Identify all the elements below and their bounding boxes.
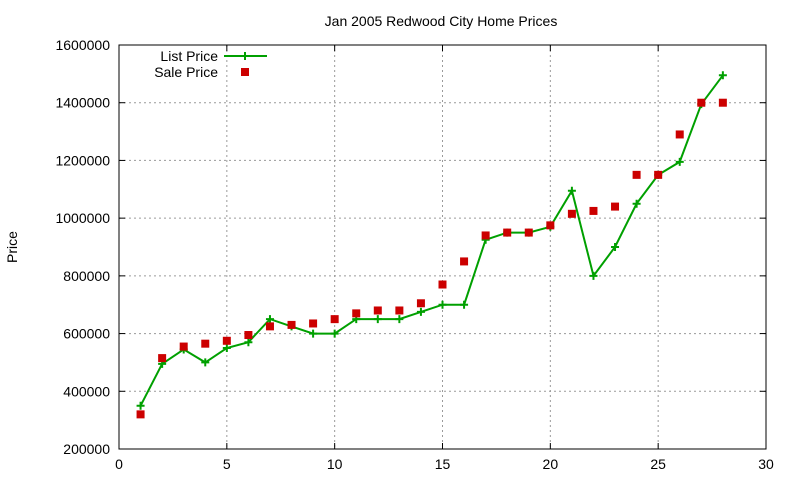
- data-point: [718, 98, 727, 107]
- data-point: [632, 199, 641, 208]
- x-tick-label: 25: [650, 456, 666, 472]
- data-point: [416, 299, 425, 308]
- data-point: [158, 354, 167, 363]
- x-tick-label: 10: [327, 456, 343, 472]
- x-tick-label: 20: [543, 456, 559, 472]
- data-point: [222, 344, 231, 352]
- y-tick-label: 400000: [63, 383, 110, 399]
- data-point: [481, 231, 490, 240]
- y-tick-label: 1600000: [55, 37, 110, 53]
- data-point: [675, 157, 684, 166]
- data-point: [373, 306, 382, 315]
- data-point: [611, 243, 620, 251]
- x-tick-label: 15: [435, 456, 451, 472]
- legend-label: Sale Price: [154, 64, 218, 80]
- data-point: [438, 300, 447, 309]
- y-axis-label: Price: [4, 231, 20, 263]
- data-point: [718, 71, 727, 80]
- series-line: [139, 74, 724, 407]
- y-tick-label: 600000: [63, 326, 110, 342]
- data-point: [416, 307, 425, 316]
- data-point: [244, 331, 253, 340]
- data-point: [546, 221, 555, 230]
- data-point: [136, 401, 145, 410]
- data-point: [136, 410, 145, 419]
- data-point: [503, 228, 512, 237]
- axis-ticks: 0 5 10 15 20 25 30 200000 400000 600000 800000 1000…: [55, 37, 774, 472]
- series-sale-price: [136, 98, 727, 419]
- series: [136, 71, 727, 419]
- legend-marker: [241, 52, 249, 60]
- data-point: [567, 186, 576, 195]
- data-point: [611, 202, 620, 211]
- chart-title: Jan 2005 Redwood City Home Prices: [325, 13, 558, 29]
- data-point: [201, 358, 210, 367]
- data-point: [179, 342, 188, 351]
- legend-marker: [241, 68, 249, 76]
- data-point: [697, 98, 706, 107]
- y-tick-label: 1200000: [55, 152, 110, 168]
- series-list-price: [136, 71, 727, 410]
- y-tick-label: 1000000: [55, 210, 110, 226]
- data-point: [309, 329, 318, 338]
- data-point: [244, 338, 253, 347]
- data-point: [654, 170, 663, 179]
- legend-item: Sale Price: [154, 64, 249, 80]
- data-point: [460, 300, 469, 309]
- x-tick-label: 0: [115, 456, 123, 472]
- data-point: [524, 228, 533, 237]
- data-point: [201, 339, 210, 348]
- data-point: [222, 336, 231, 345]
- data-point: [395, 315, 404, 324]
- data-point: [287, 320, 296, 329]
- data-point: [675, 130, 684, 139]
- y-tick-label: 800000: [63, 268, 110, 284]
- data-point: [352, 309, 361, 318]
- data-point: [373, 315, 382, 324]
- grid: [119, 45, 766, 449]
- data-point: [589, 271, 598, 280]
- data-point: [395, 306, 404, 315]
- data-point: [330, 329, 339, 338]
- legend-label: List Price: [160, 48, 218, 64]
- data-point: [589, 206, 598, 215]
- data-point: [330, 315, 339, 324]
- y-tick-label: 200000: [63, 441, 110, 457]
- y-tick-label: 1400000: [55, 95, 110, 111]
- data-point: [438, 280, 447, 289]
- data-point: [567, 209, 576, 218]
- legend-item: List Price: [160, 48, 267, 64]
- x-tick-label: 30: [758, 456, 774, 472]
- data-point: [265, 322, 274, 331]
- data-point: [265, 315, 274, 324]
- data-point: [309, 319, 318, 328]
- data-point: [632, 170, 641, 179]
- x-tick-label: 5: [223, 456, 231, 472]
- data-point: [460, 257, 469, 266]
